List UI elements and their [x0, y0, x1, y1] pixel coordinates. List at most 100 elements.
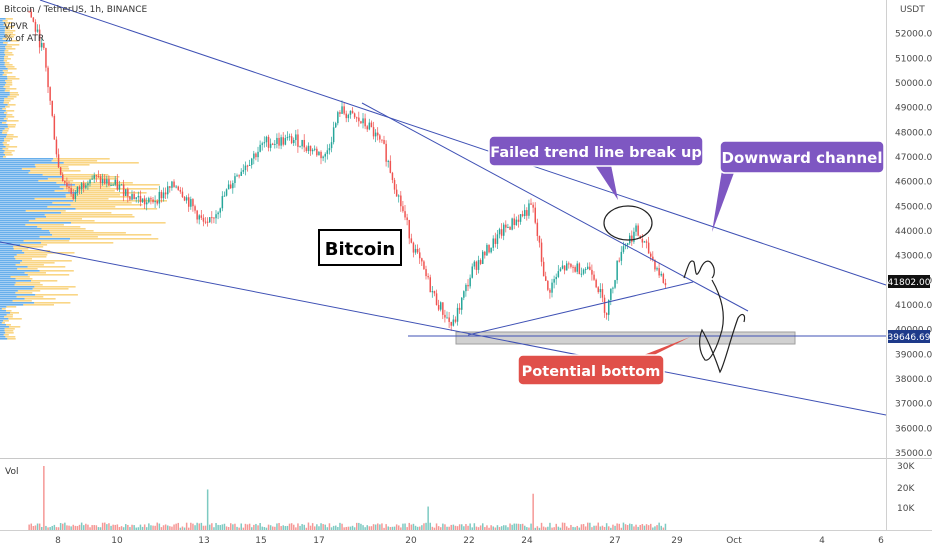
vpvr-buy-bar: [4, 58, 11, 60]
volume-bar: [339, 522, 341, 530]
vpvr-buy-bar: [15, 292, 33, 294]
candle-body: [305, 147, 308, 152]
volume-bar: [91, 525, 93, 530]
vpvr-buy-bar: [73, 200, 167, 202]
candle-body: [57, 154, 60, 168]
volume-bar: [568, 527, 570, 530]
candle-body: [477, 260, 480, 270]
candle-body: [398, 195, 400, 197]
volume-bar: [574, 527, 576, 530]
vpvr-sell-bar: [0, 306, 7, 308]
volume-bar: [465, 524, 467, 530]
volume-bar: [288, 523, 291, 530]
candle-body: [177, 186, 179, 190]
price-tick-label: 52000.00: [895, 30, 932, 40]
volume-bar: [580, 524, 583, 530]
candle-body: [664, 282, 667, 286]
candle-body: [488, 244, 490, 253]
volume-bar: [181, 526, 184, 530]
time-axis[interactable]: 8 10 13 15 17 20 22 24 27 29 Oct 4 6: [55, 536, 884, 546]
volume-bar: [429, 522, 431, 530]
bottom-callout[interactable]: Potential bottom: [517, 354, 665, 386]
volume-bar: [106, 524, 108, 530]
vpvr-buy-bar: [4, 150, 15, 152]
volume-bar: [402, 523, 404, 530]
candle-body: [450, 321, 452, 326]
vpvr-sell-bar: [0, 290, 18, 292]
volume-bar: [89, 527, 91, 530]
volume-bar: [410, 524, 413, 530]
volume-axis: 30K 20K 10K: [897, 462, 915, 514]
volume-bar: [364, 527, 366, 530]
vpvr-sell-bar: [0, 242, 42, 244]
vpvr-buy-bar: [5, 332, 14, 334]
candle-body: [169, 186, 171, 188]
volume-bar: [578, 527, 581, 530]
vpvr-buy-bar: [71, 222, 166, 224]
last-price-label: 41802.00: [888, 278, 931, 288]
channel-callout[interactable]: Downward channel: [719, 140, 885, 174]
candle-body: [553, 279, 555, 283]
candle-body: [515, 219, 518, 226]
title-box[interactable]: Bitcoin: [318, 229, 402, 266]
candle-body: [267, 136, 270, 148]
vpvr-buy-bar: [4, 72, 13, 74]
vpvr-label[interactable]: VPVR: [4, 22, 28, 32]
vpvr-buy-bar: [2, 74, 7, 76]
vpvr-sell-bar: [0, 174, 43, 176]
vpvr-sell-bar: [0, 56, 4, 58]
candle-body: [507, 226, 509, 228]
price-axis[interactable]: 52000.00 51000.00 50000.00 49000.00 48000.00…: [895, 30, 932, 459]
volume-bar: [442, 523, 444, 530]
volume-bar: [654, 526, 656, 530]
vpvr-buy-bar: [17, 290, 41, 292]
vpvr-buy-bar: [42, 174, 109, 176]
vpvr-sell-bar: [0, 248, 14, 250]
volume-bar: [177, 522, 179, 530]
price-pane[interactable]: [0, 0, 886, 458]
volume-bar: [381, 523, 383, 530]
volume-bar: [307, 522, 310, 530]
trend-break-callout[interactable]: Failed trend line break up: [488, 135, 704, 167]
volume-pane[interactable]: [0, 459, 886, 530]
candle-body: [83, 183, 85, 188]
candle-body: [452, 319, 455, 326]
vpvr-sell-bar: [0, 330, 5, 332]
vpvr-sell-bar: [0, 96, 8, 98]
vpvr-sell-bar: [0, 226, 38, 228]
volume-bar: [557, 526, 560, 530]
volume-bar: [49, 527, 51, 530]
symbol-title[interactable]: Bitcoin / TetherUS, 1h, BINANCE: [4, 5, 148, 15]
candle-body: [272, 143, 274, 145]
candle-body: [492, 238, 494, 248]
time-tick-label: 10: [111, 536, 123, 546]
vpvr-sell-bar: [0, 76, 8, 78]
volume-bar: [185, 522, 188, 530]
volume-bar: [274, 526, 276, 530]
vpvr-buy-bar: [23, 240, 70, 242]
vpvr-buy-bar: [37, 226, 81, 228]
volume-bar: [383, 527, 385, 530]
vpvr-buy-bar: [9, 326, 21, 328]
candle-body: [654, 259, 656, 270]
vpvr-sell-bar: [0, 94, 10, 96]
volume-bar: [171, 526, 173, 530]
volume-bar: [631, 524, 633, 530]
volume-bar: [391, 526, 394, 530]
vpvr-buy-bar: [4, 28, 10, 30]
candle-body: [139, 195, 142, 203]
candle-body: [347, 114, 350, 119]
vpvr-sell-bar: [0, 122, 3, 124]
volume-bar: [51, 525, 53, 530]
price-tick-label: 47000.00: [895, 153, 932, 163]
vpvr-buy-bar: [34, 198, 109, 200]
vpvr-buy-bar: [4, 128, 10, 130]
atr-label[interactable]: % of ATR: [4, 34, 44, 44]
volume-bar: [78, 524, 81, 530]
candle-body: [622, 246, 625, 252]
volume-bar: [28, 524, 30, 530]
candle-body: [162, 192, 165, 199]
candle-body: [368, 122, 371, 130]
